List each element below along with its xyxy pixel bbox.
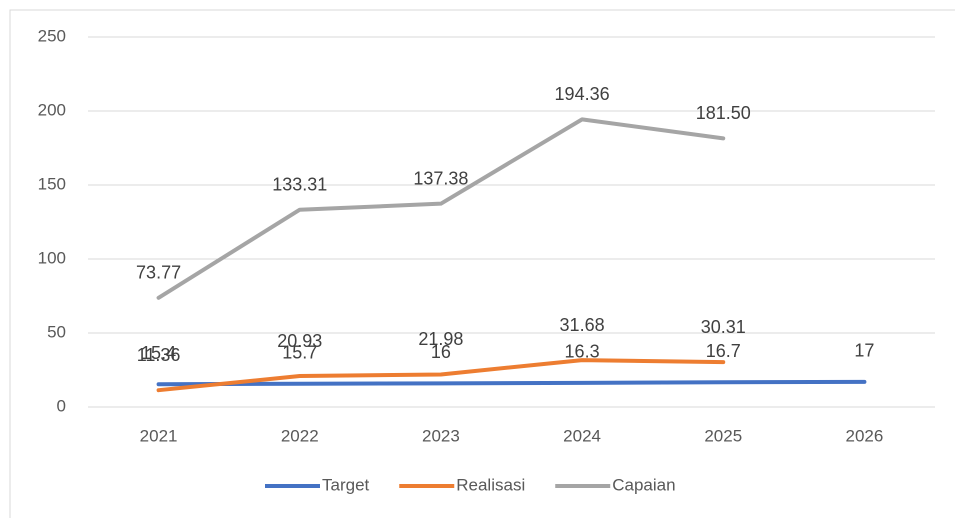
data-label: 133.31	[272, 174, 327, 194]
data-label: 30.31	[701, 317, 746, 337]
series-line	[156, 117, 726, 300]
data-label: 137.38	[413, 168, 468, 188]
data-label: 20.93	[277, 331, 322, 351]
chart-frame	[9, 9, 955, 518]
data-label: 17	[854, 341, 874, 361]
data-label: 21.98	[418, 329, 463, 349]
y-tick-label: 200	[38, 100, 66, 119]
series-line	[156, 358, 726, 393]
series-line	[156, 379, 867, 387]
data-label: 16.7	[706, 341, 741, 361]
data-label: 11.36	[137, 345, 181, 365]
y-tick-label: 250	[38, 26, 66, 45]
data-label: 15.7	[282, 343, 317, 363]
y-tick-label: 0	[57, 396, 66, 415]
x-tick-label: 2026	[846, 426, 884, 445]
y-tick-label: 150	[38, 174, 66, 193]
x-tick-label: 2021	[140, 426, 178, 445]
data-label: 181.50	[696, 103, 751, 123]
data-label: 73.77	[136, 263, 181, 283]
data-label: 194.36	[555, 84, 610, 104]
x-tick-label: 2025	[704, 426, 742, 445]
data-label: 15.4	[141, 343, 176, 363]
x-tick-label: 2024	[563, 426, 601, 445]
x-tick-label: 2022	[281, 426, 319, 445]
data-label: 16.3	[565, 342, 600, 362]
data-label: 31.68	[560, 315, 605, 335]
legend-label: Target	[322, 475, 370, 494]
y-tick-label: 100	[38, 248, 66, 267]
x-tick-label: 2023	[422, 426, 460, 445]
data-label: 16	[431, 342, 451, 362]
legend-label: Realisasi	[456, 475, 525, 494]
legend-label: Capaian	[612, 475, 675, 494]
y-tick-label: 50	[47, 322, 66, 341]
